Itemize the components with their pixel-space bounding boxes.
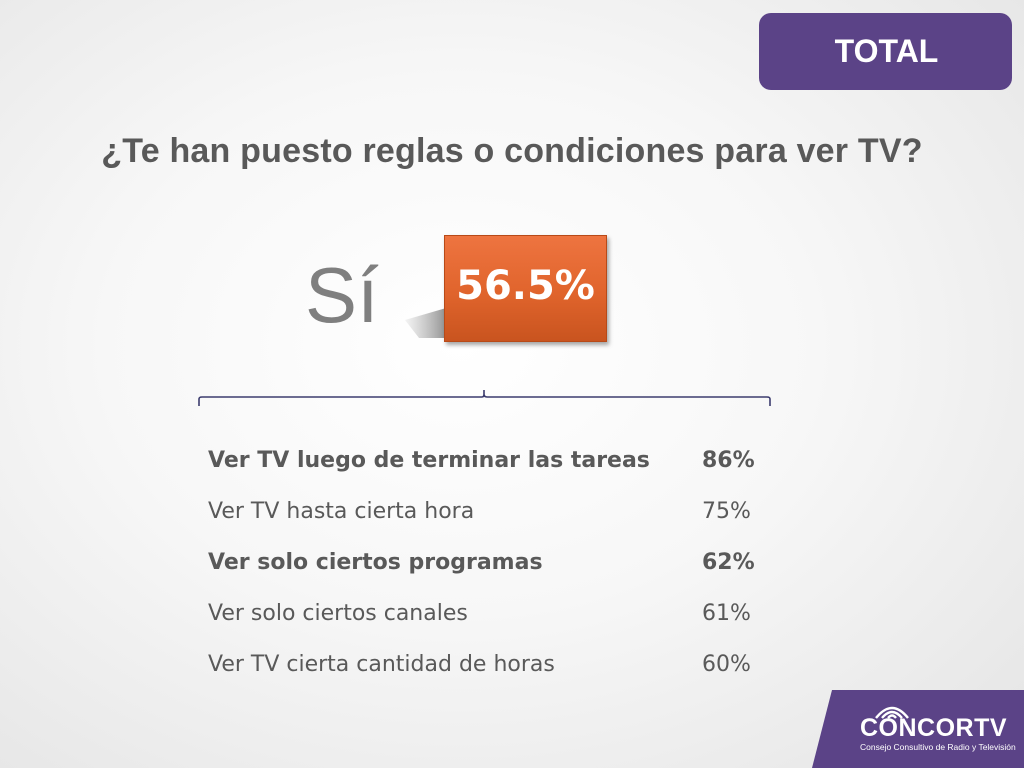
rule-value: 62% bbox=[702, 550, 755, 575]
answer-label: Sí bbox=[305, 251, 379, 339]
concortv-logo: CONCORTV Consejo Consultivo de Radio y T… bbox=[812, 690, 1024, 768]
total-badge-label: TOTAL bbox=[834, 33, 939, 69]
rule-row: Ver TV luego de terminar las tareas 86% bbox=[208, 448, 768, 499]
logo-subtitle: Consejo Consultivo de Radio y Televisión bbox=[860, 742, 1016, 752]
rule-value: 86% bbox=[702, 448, 755, 473]
rules-list: Ver TV luego de terminar las tareas 86% … bbox=[208, 448, 768, 703]
answer-percentage: 56.5% bbox=[456, 262, 595, 309]
rule-row: Ver TV cierta cantidad de horas 60% bbox=[208, 652, 768, 703]
grouping-bracket bbox=[198, 390, 771, 406]
rule-value: 75% bbox=[702, 499, 751, 524]
rule-label: Ver solo ciertos programas bbox=[208, 550, 543, 575]
rule-label: Ver TV cierta cantidad de horas bbox=[208, 652, 555, 677]
rule-value: 61% bbox=[702, 601, 751, 626]
logo-background bbox=[812, 690, 1024, 768]
callout-shadow bbox=[405, 306, 453, 338]
rule-label: Ver solo ciertos canales bbox=[208, 601, 468, 626]
answer-percentage-box: 56.5% bbox=[444, 235, 607, 342]
rule-label: Ver TV hasta cierta hora bbox=[208, 499, 475, 524]
rule-row: Ver TV hasta cierta hora 75% bbox=[208, 499, 768, 550]
rule-label: Ver TV luego de terminar las tareas bbox=[208, 448, 650, 473]
signal-arcs-icon bbox=[875, 706, 909, 719]
total-badge: TOTAL bbox=[759, 13, 1012, 90]
logo-name: CONCORTV bbox=[860, 714, 1008, 742]
rule-value: 60% bbox=[702, 652, 751, 677]
rule-row: Ver solo ciertos programas 62% bbox=[208, 550, 768, 601]
survey-question: ¿Te han puesto reglas o condiciones para… bbox=[101, 132, 923, 170]
rule-row: Ver solo ciertos canales 61% bbox=[208, 601, 768, 652]
